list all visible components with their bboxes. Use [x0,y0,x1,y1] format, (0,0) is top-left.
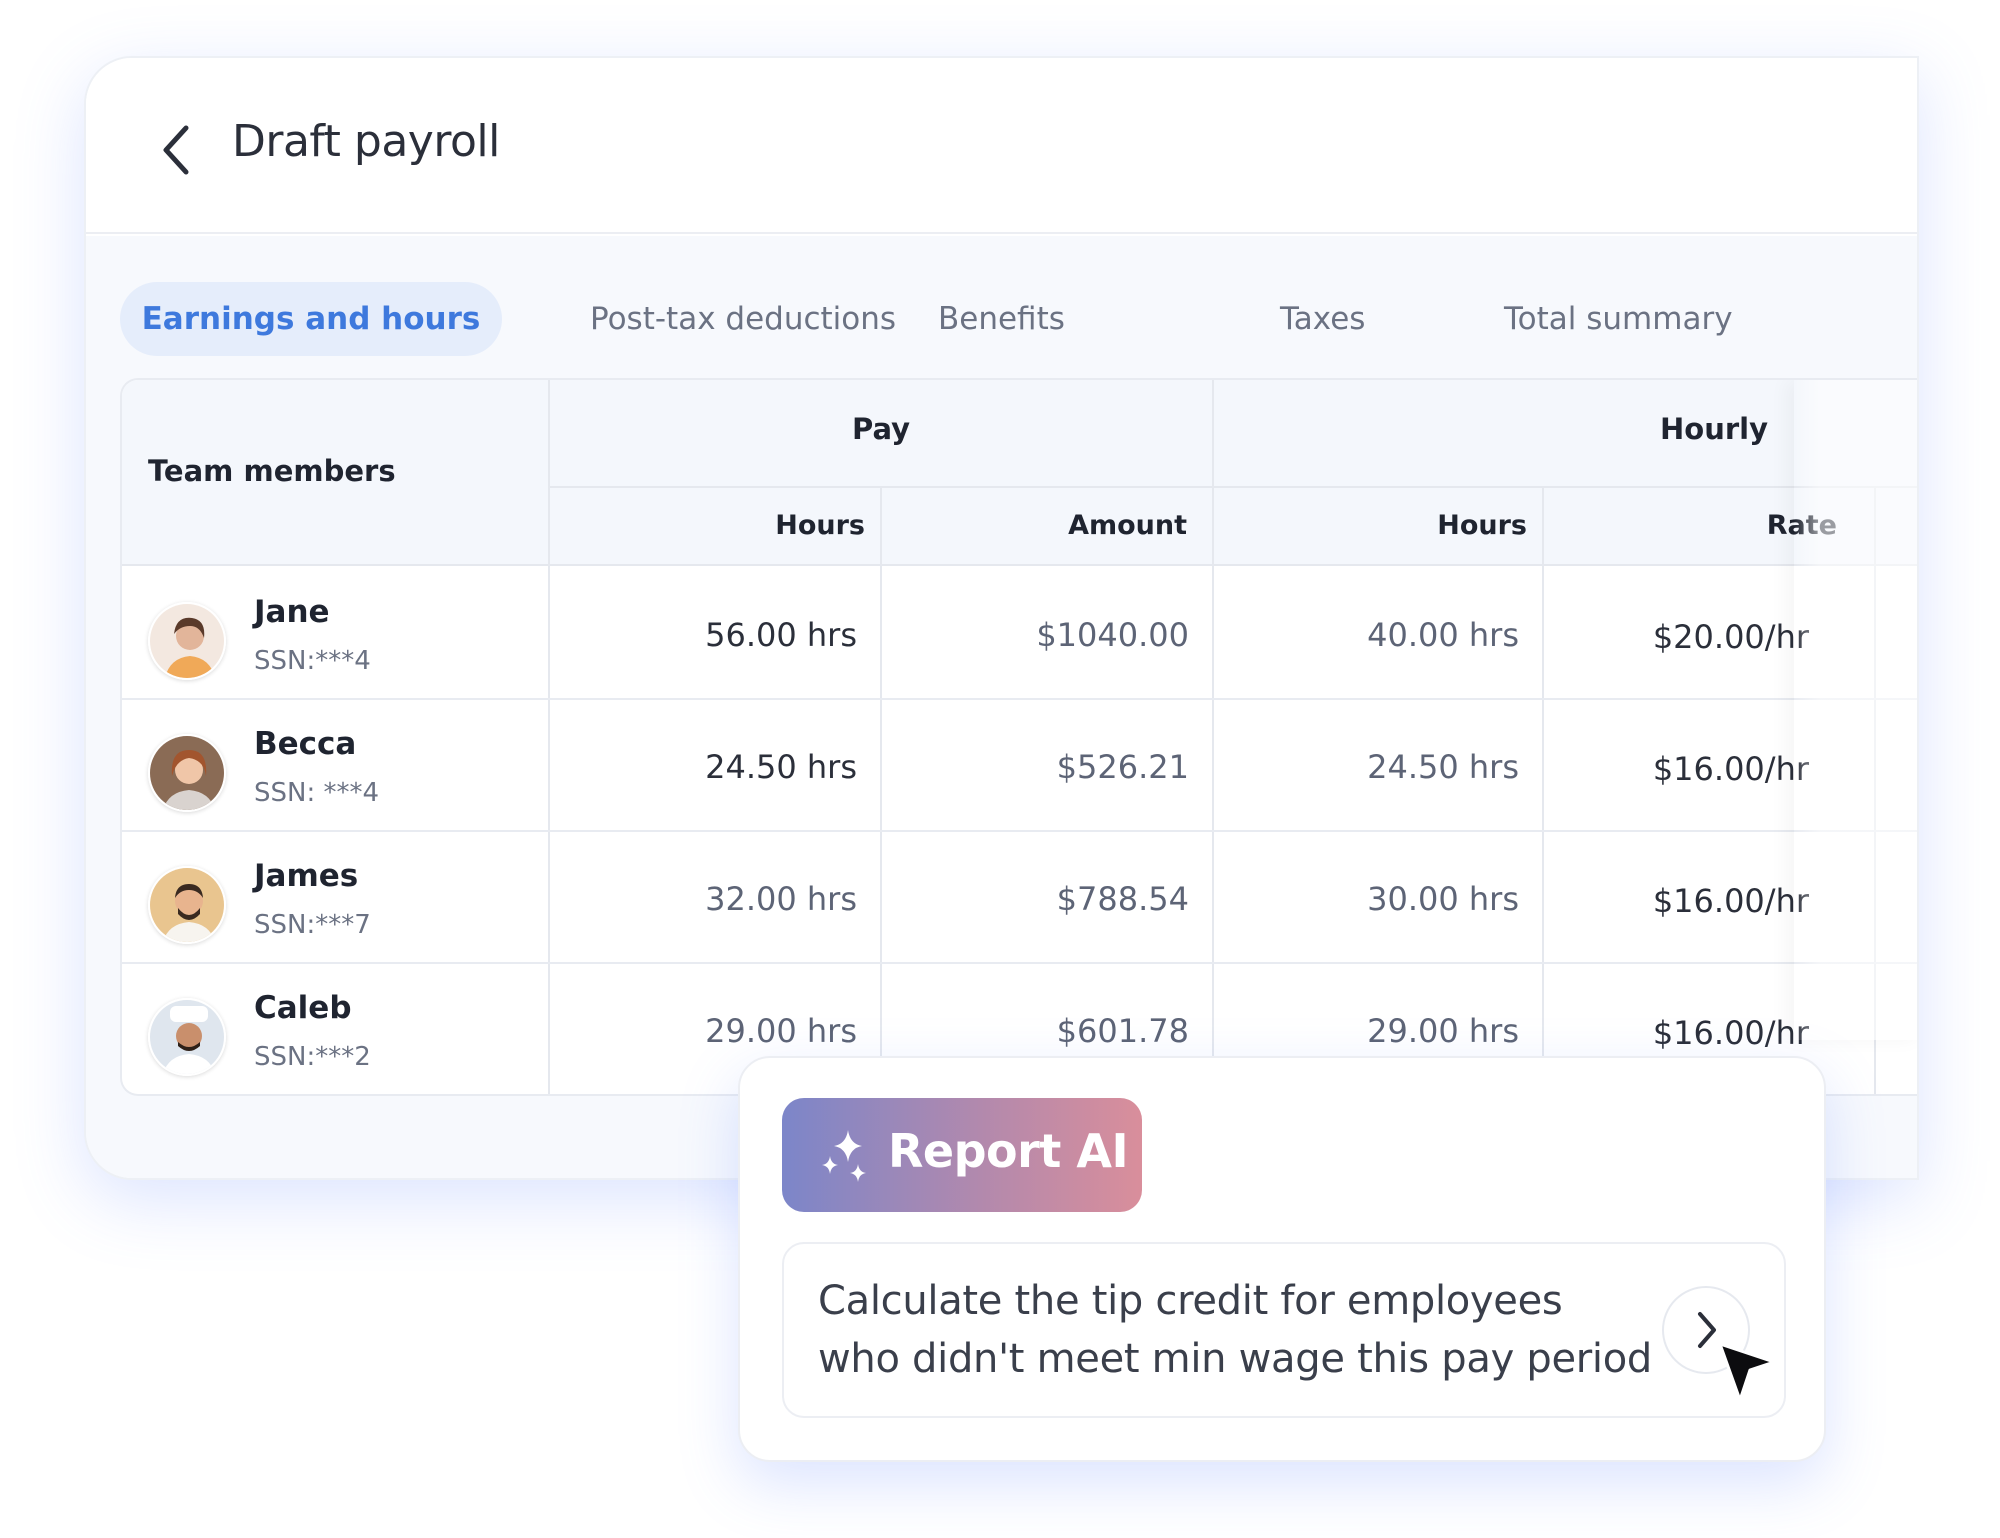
tab-taxes[interactable]: Taxes [1280,301,1366,337]
header-divider [548,486,1917,488]
avatar [148,602,226,680]
pay-amount-value: $526.21 [1056,748,1189,786]
page-title: Draft payroll [232,116,500,167]
hourly-rate-value: $20.00/hr [1652,618,1809,656]
hourly-hours-value: 30.00 hrs [1367,880,1519,918]
table-row[interactable]: James SSN:***7 32.00 hrs $788.54 30.00 h… [122,832,1917,964]
pay-hours-value: 56.00 hrs [705,616,857,654]
prompt-text-line-1: Calculate the tip credit for employees [818,1278,1563,1324]
report-ai-panel: Report AI Calculate the tip credit for e… [738,1056,1826,1462]
column-divider [880,486,882,1094]
chevron-left-icon[interactable] [156,120,196,180]
chevron-right-icon [1698,1312,1716,1348]
avatar [148,734,226,812]
pay-amount-value: $601.78 [1056,1012,1189,1050]
member-name: Jane [254,594,330,630]
hourly-rate-value: $16.00/hr [1652,1014,1809,1052]
member-name: James [254,858,359,894]
hourly-rate-value: $16.00/hr [1652,882,1809,920]
member-ssn: SSN:***2 [254,1042,371,1072]
member-ssn: SSN: ***4 [254,778,380,808]
member-ssn: SSN:***4 [254,646,371,676]
pay-hours-value: 29.00 hrs [705,1012,857,1050]
table-header: Team members Pay Hourly Hours Amount Hou… [122,380,1917,566]
report-ai-label: Report AI [888,1124,1129,1178]
tab-earnings-and-hours[interactable]: Earnings and hours [120,282,502,356]
member-name: Caleb [254,990,352,1026]
hourly-hours-value: 24.50 hrs [1367,748,1519,786]
sparkle-icon [822,1130,866,1182]
scroll-overlay [1794,380,1917,1040]
pay-amount-value: $788.54 [1056,880,1189,918]
report-ai-badge[interactable]: Report AI [782,1098,1142,1212]
column-divider [1542,486,1544,1094]
hourly-rate-value: $16.00/hr [1652,750,1809,788]
pay-amount-value: $1040.00 [1036,616,1189,654]
payroll-table: Team members Pay Hourly Hours Amount Hou… [120,378,1917,1096]
tab-bar: Earnings and hours Post-tax deductions B… [120,282,1870,358]
header-team-members: Team members [148,454,396,488]
member-name: Becca [254,726,357,762]
hourly-hours-value: 40.00 hrs [1367,616,1519,654]
ai-prompt-box[interactable]: Calculate the tip credit for employees w… [782,1242,1786,1418]
table-row[interactable]: Becca SSN: ***4 24.50 hrs $526.21 24.50 … [122,700,1917,832]
tab-post-tax-deductions[interactable]: Post-tax deductions [590,301,897,337]
header-pay-hours: Hours [775,510,865,541]
tab-benefits[interactable]: Benefits [938,301,1065,337]
payroll-card: Draft payroll Earnings and hours Post-ta… [84,56,1919,1180]
card-body: Earnings and hours Post-tax deductions B… [86,236,1917,1178]
table-row[interactable]: Jane SSN:***4 56.00 hrs $1040.00 40.00 h… [122,568,1917,700]
avatar [148,866,226,944]
hourly-hours-value: 29.00 hrs [1367,1012,1519,1050]
pay-hours-value: 32.00 hrs [705,880,857,918]
pay-hours-value: 24.50 hrs [705,748,857,786]
table-row[interactable]: Caleb SSN:***2 29.00 hrs $601.78 29.00 h… [122,964,1917,1094]
header-hourly-hours: Hours [1437,510,1527,541]
column-divider [548,380,550,1094]
member-ssn: SSN:***7 [254,910,371,940]
page-header: Draft payroll [86,58,1917,234]
column-divider [1212,380,1214,1094]
avatar [148,998,226,1076]
header-pay-amount: Amount [1068,510,1187,541]
cursor-arrow-icon [1718,1342,1776,1402]
header-group-hourly: Hourly [1660,412,1768,446]
header-group-pay: Pay [852,412,911,446]
tab-total-summary[interactable]: Total summary [1504,301,1733,337]
prompt-text-line-2: who didn't meet min wage this pay period [818,1336,1652,1382]
